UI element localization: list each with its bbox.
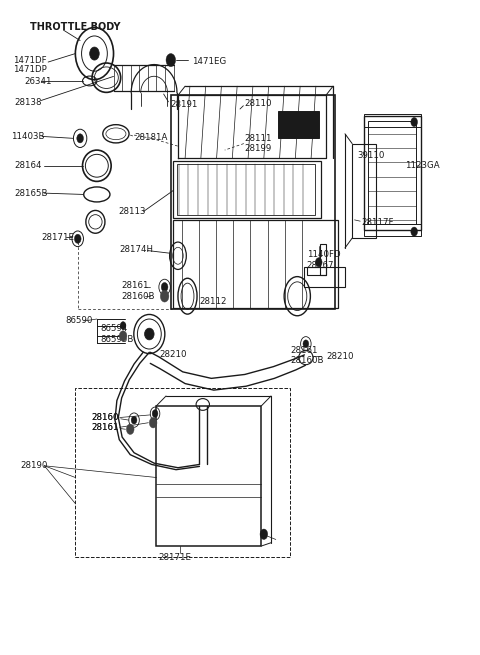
- Bar: [156, 405, 262, 546]
- Bar: [177, 164, 315, 215]
- Circle shape: [315, 257, 322, 267]
- Circle shape: [90, 47, 99, 60]
- Text: 28110: 28110: [245, 100, 272, 108]
- Text: 1140FD: 1140FD: [307, 250, 340, 259]
- Text: 28113: 28113: [118, 207, 146, 216]
- Circle shape: [152, 409, 158, 417]
- Text: 1471DF: 1471DF: [13, 56, 47, 65]
- Bar: [173, 220, 338, 308]
- Text: 28161: 28161: [121, 281, 149, 290]
- Circle shape: [74, 234, 81, 244]
- Text: 28160: 28160: [91, 413, 119, 422]
- Text: 86594: 86594: [101, 324, 128, 333]
- Text: 28112: 28112: [199, 297, 227, 306]
- Bar: [364, 115, 421, 230]
- Text: 28160: 28160: [91, 413, 119, 422]
- Text: 28111: 28111: [245, 134, 272, 143]
- Bar: [352, 143, 376, 238]
- Text: 28117F: 28117F: [362, 218, 394, 227]
- Circle shape: [411, 227, 418, 236]
- Circle shape: [411, 117, 418, 126]
- Ellipse shape: [144, 328, 154, 340]
- Text: THROTTLE BODY: THROTTLE BODY: [30, 22, 120, 33]
- Text: 39110: 39110: [357, 151, 384, 160]
- Text: 28161: 28161: [91, 423, 119, 432]
- Bar: [364, 113, 421, 126]
- Text: 28171E: 28171E: [41, 233, 74, 242]
- Text: 1123GA: 1123GA: [405, 161, 439, 170]
- Circle shape: [131, 416, 137, 424]
- Text: 28160B: 28160B: [290, 356, 324, 365]
- Text: 28164: 28164: [15, 161, 42, 170]
- Circle shape: [161, 282, 168, 291]
- Circle shape: [77, 134, 84, 143]
- Text: 26341: 26341: [24, 77, 52, 86]
- Bar: [171, 96, 336, 309]
- Text: 28210: 28210: [159, 350, 186, 360]
- Text: 1471EG: 1471EG: [192, 57, 227, 66]
- Circle shape: [303, 340, 309, 348]
- Circle shape: [126, 424, 134, 434]
- Bar: [307, 267, 326, 275]
- Circle shape: [260, 529, 268, 540]
- Bar: [304, 267, 345, 287]
- Text: 86590: 86590: [66, 316, 93, 326]
- Text: 28161: 28161: [290, 346, 318, 355]
- Text: 28165B: 28165B: [15, 189, 48, 198]
- Bar: [278, 111, 319, 138]
- Text: 28160B: 28160B: [121, 291, 155, 301]
- Bar: [75, 388, 290, 557]
- Text: 28171E: 28171E: [158, 553, 191, 561]
- Text: 28138: 28138: [15, 98, 42, 107]
- Text: 1471DP: 1471DP: [13, 66, 47, 75]
- Text: 28181A: 28181A: [134, 132, 168, 141]
- Circle shape: [149, 417, 157, 428]
- Circle shape: [119, 331, 127, 341]
- Text: 86595B: 86595B: [101, 335, 134, 344]
- Text: 28167: 28167: [307, 261, 334, 270]
- Circle shape: [166, 54, 176, 67]
- Text: 28199: 28199: [245, 144, 272, 153]
- Bar: [364, 225, 421, 236]
- Text: 28190: 28190: [21, 461, 48, 470]
- Bar: [320, 244, 326, 275]
- Text: 28161: 28161: [91, 423, 119, 432]
- Circle shape: [120, 322, 126, 329]
- Circle shape: [160, 290, 169, 302]
- Text: 28210: 28210: [326, 352, 353, 362]
- Text: 28174H: 28174H: [120, 245, 154, 253]
- Text: 11403B: 11403B: [11, 132, 45, 141]
- Bar: [368, 121, 416, 225]
- Bar: [173, 160, 321, 218]
- Text: 28191: 28191: [171, 100, 198, 109]
